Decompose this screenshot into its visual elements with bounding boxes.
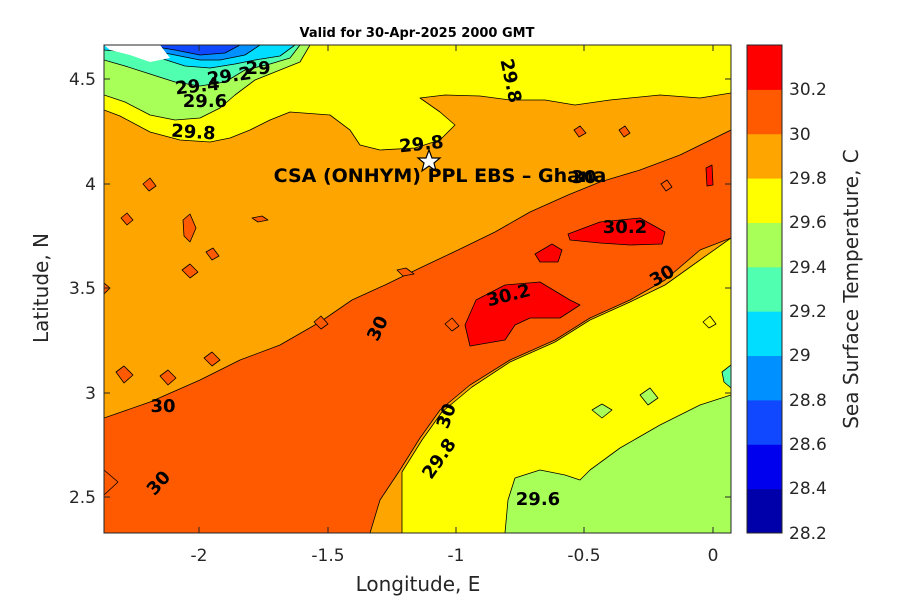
warm-islet-1: [182, 213, 197, 243]
x-tick-label: -1: [448, 546, 465, 566]
blank-area-north: [104, 45, 170, 62]
contour-label-29-6: 29.6: [183, 91, 227, 112]
band-28-6-28-8-north: [144, 45, 241, 56]
colorbar-swatch: [747, 355, 782, 401]
colorbar-tick-label: 29.2: [789, 302, 827, 322]
site-label: CSA (ONHYM) PPL EBS – Ghana: [274, 165, 607, 187]
colorbar-swatch: [747, 45, 782, 90]
plot-frame: [103, 44, 732, 534]
band-30-2-cell-d: [705, 164, 714, 187]
colorbar-frame: [746, 44, 783, 534]
x-tick-label: 0: [708, 546, 719, 566]
warm-islet-9: [313, 315, 329, 330]
warm-islet-14: [660, 179, 673, 192]
warm-islet-13: [618, 125, 631, 138]
band-29-2-29-4-patch: [721, 364, 731, 389]
colorbar-swatches: [747, 45, 782, 534]
site-star-icon: [416, 148, 442, 173]
contour-label-30-north: 30: [571, 167, 596, 188]
contour-label-29-6-south: 29.6: [516, 489, 560, 510]
warm-islet-2: [115, 365, 134, 384]
band-29-4-29-6-south: [504, 394, 731, 533]
colorbar-tick-label: 28.4: [789, 479, 827, 499]
band-30-30-2: [104, 129, 731, 533]
colorbar-swatch: [747, 222, 782, 268]
x-axis: -2 -1.5 -1 -0.5 0 Longitude, E: [191, 45, 719, 596]
colorbar-swatch: [747, 311, 782, 357]
colorbar-tick-label: 28.2: [789, 524, 827, 544]
colorbar-tick-label: 29: [789, 346, 811, 366]
warm-islet-12: [573, 125, 587, 138]
map-title: Valid for 30-Apr-2025 2000 GMT: [300, 26, 535, 41]
contour-label-29-4: 29.4: [174, 74, 220, 100]
colorbar-tick-label: 29.6: [789, 213, 827, 233]
y-tick-label: 4: [85, 175, 96, 195]
warm-islet-8: [444, 317, 460, 332]
warm-islet-5: [181, 263, 199, 279]
colorbar-swatch: [747, 178, 782, 223]
colorbar-ticks: 30.2 30 29.8 29.6 29.4 29.2 29 28.8 28.6…: [789, 80, 827, 544]
colorbar-label: Sea Surface Temperature, C: [839, 149, 863, 429]
contour-label-29-8-west: 29.8: [170, 120, 216, 144]
x-axis-label: Longitude, E: [356, 572, 481, 596]
cool-islet-1: [702, 315, 717, 329]
colorbar-swatch: [747, 399, 782, 445]
colorbar-tick-label: 28.6: [789, 435, 827, 455]
y-tick-label: 3: [85, 384, 96, 404]
contour-label-30-west: 30: [150, 396, 175, 417]
warm-islet-6: [205, 247, 220, 261]
colorbar-tick-label: 30.2: [789, 80, 827, 100]
band-30-2-cell-c: [534, 243, 563, 263]
x-tick-label: -2: [191, 546, 208, 566]
colorbar-swatch: [747, 444, 782, 490]
y-tick-label: 2.5: [69, 488, 96, 508]
x-tick-label: -0.5: [567, 546, 600, 566]
y-axis: 4.5 4 3.5 3 2.5 Latitude, N: [29, 70, 731, 508]
colorbar-tick-label: 29.4: [789, 258, 827, 278]
colorbar-swatch: [747, 89, 782, 135]
y-tick-label: 3.5: [69, 279, 96, 299]
x-tick-label: -1.5: [311, 546, 344, 566]
warm-islet-11: [120, 212, 134, 226]
warm-islet-17: [104, 469, 119, 496]
y-tick-label: 4.5: [69, 70, 96, 90]
contour-label-29-8-site: 29.8: [398, 132, 444, 158]
warm-islet-7: [396, 267, 415, 277]
sst-contour-field: [104, 45, 731, 533]
band-30-2-cell-b: [567, 217, 666, 246]
colorbar-tick-label: 30: [789, 125, 811, 145]
colorbar: 30.2 30 29.8 29.6 29.4 29.2 29 28.8 28.6…: [746, 44, 863, 544]
colorbar-swatch: [747, 266, 782, 312]
colorbar-swatch: [747, 488, 782, 534]
colorbar-tick-label: 29.8: [789, 169, 827, 189]
band-30-2-cell-a: [464, 281, 581, 347]
colorbar-tick-label: 28.8: [789, 391, 827, 411]
contour-label-30-2-east: 30.2: [603, 217, 647, 238]
band-29-4-29-6-patch: [591, 403, 613, 419]
warm-islet-4: [203, 351, 221, 367]
band-29-4-29-6-patch-b: [639, 387, 659, 406]
contour-label-29: 29: [245, 58, 270, 79]
colorbar-swatch: [747, 133, 782, 179]
warm-islet-10: [142, 177, 157, 192]
warm-islet-3: [159, 369, 177, 386]
warm-islet-16: [251, 215, 269, 223]
y-axis-label: Latitude, N: [29, 233, 53, 343]
